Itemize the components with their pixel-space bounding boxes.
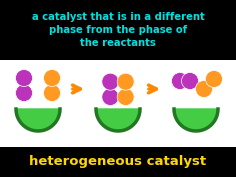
Bar: [0, 147, 236, 177]
Polygon shape: [96, 109, 140, 131]
Bar: [0, 0, 236, 60]
Circle shape: [43, 70, 60, 87]
Circle shape: [16, 70, 33, 87]
Circle shape: [102, 73, 119, 90]
Circle shape: [117, 73, 134, 90]
Circle shape: [206, 70, 223, 87]
Circle shape: [43, 84, 60, 101]
Text: a catalyst that is in a different
phase from the phase of
the reactants: a catalyst that is in a different phase …: [32, 12, 204, 48]
Circle shape: [102, 88, 119, 105]
Bar: [0, 60, 236, 147]
Polygon shape: [16, 109, 60, 131]
Circle shape: [172, 73, 189, 90]
Circle shape: [181, 73, 198, 90]
Text: heterogeneous catalyst: heterogeneous catalyst: [30, 156, 206, 169]
Circle shape: [195, 81, 212, 98]
Circle shape: [16, 84, 33, 101]
Polygon shape: [174, 109, 218, 131]
Circle shape: [117, 88, 134, 105]
